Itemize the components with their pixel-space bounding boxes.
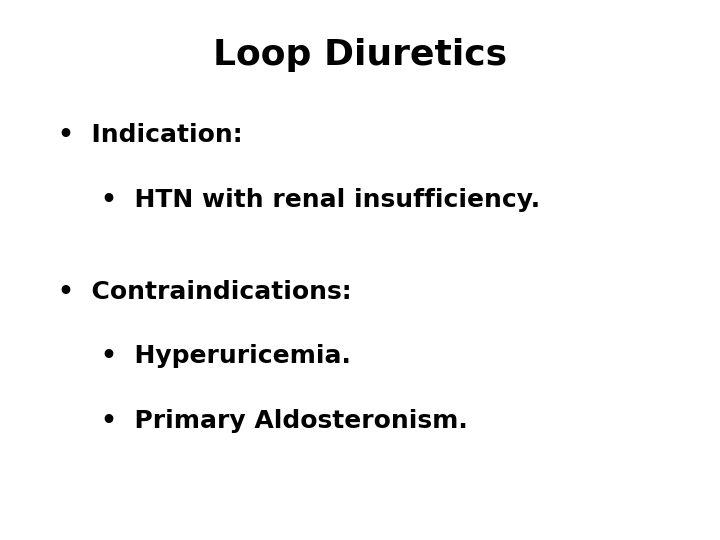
Text: •  Primary Aldosteronism.: • Primary Aldosteronism. [101,409,467,433]
Text: Loop Diuretics: Loop Diuretics [213,38,507,72]
Text: •  Contraindications:: • Contraindications: [58,280,351,303]
Text: •  Indication:: • Indication: [58,123,242,147]
Text: •  Hyperuricemia.: • Hyperuricemia. [101,345,351,368]
Text: •  HTN with renal insufficiency.: • HTN with renal insufficiency. [101,188,540,212]
